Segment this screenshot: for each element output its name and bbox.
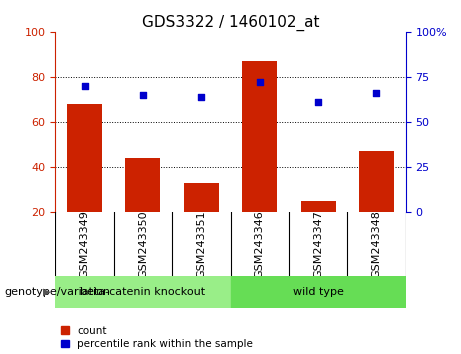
Bar (55, 276, 230, 308)
Point (81, 83, 88, 89)
Bar (301, 201, 336, 212)
Point (198, 94, 205, 100)
Text: beta-catenin knockout: beta-catenin knockout (80, 287, 206, 297)
Text: wild type: wild type (293, 287, 343, 297)
Text: GSM243346: GSM243346 (254, 210, 265, 278)
Text: GSM243348: GSM243348 (372, 210, 382, 278)
Text: GSM243350: GSM243350 (138, 210, 148, 278)
Point (373, 90, 380, 96)
Title: GDS3322 / 1460102_at: GDS3322 / 1460102_at (142, 14, 319, 30)
Bar (242, 61, 277, 212)
Point (256, 80, 263, 85)
Bar (125, 158, 160, 212)
Text: GSM243349: GSM243349 (79, 210, 89, 278)
Text: GSM243351: GSM243351 (196, 210, 207, 278)
Text: GSM243347: GSM243347 (313, 210, 323, 278)
Legend: count, percentile rank within the sample: count, percentile rank within the sample (60, 326, 253, 349)
Bar (67, 104, 102, 212)
Text: ▶: ▶ (43, 287, 51, 297)
Text: genotype/variation: genotype/variation (5, 287, 111, 297)
Bar (184, 183, 219, 212)
Bar (359, 152, 394, 212)
Bar (230, 276, 406, 308)
Point (314, 99, 322, 105)
Point (139, 92, 147, 98)
